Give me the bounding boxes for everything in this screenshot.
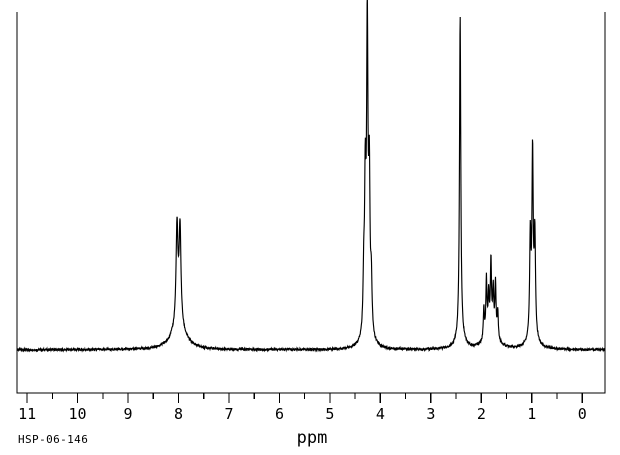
x-axis-ticks [26, 393, 583, 403]
x-axis-tick-label: 2 [477, 405, 486, 423]
x-axis-tick-labels: 11 10 9 8 7 6 5 4 3 2 1 0 [18, 405, 587, 423]
x-axis-tick-label: 6 [275, 405, 284, 423]
x-axis-tick-label: 8 [174, 405, 183, 423]
x-axis-tick-label: 11 [18, 405, 36, 423]
x-axis-title: ppm [297, 428, 328, 448]
sample-label: HSP-06-146 [18, 433, 88, 446]
x-axis-tick-label: 0 [578, 405, 587, 423]
plot-frame [16, 12, 606, 394]
x-axis-tick-label: 5 [325, 405, 334, 423]
x-axis-tick-label: 9 [124, 405, 133, 423]
x-axis-tick-label: 7 [224, 405, 233, 423]
x-axis-tick-label: 3 [426, 405, 435, 423]
x-axis-tick-label: 4 [376, 405, 385, 423]
x-axis-tick-label: 10 [69, 405, 87, 423]
x-axis-tick-label: 1 [527, 405, 536, 423]
spectrum-trace [16, 0, 606, 353]
